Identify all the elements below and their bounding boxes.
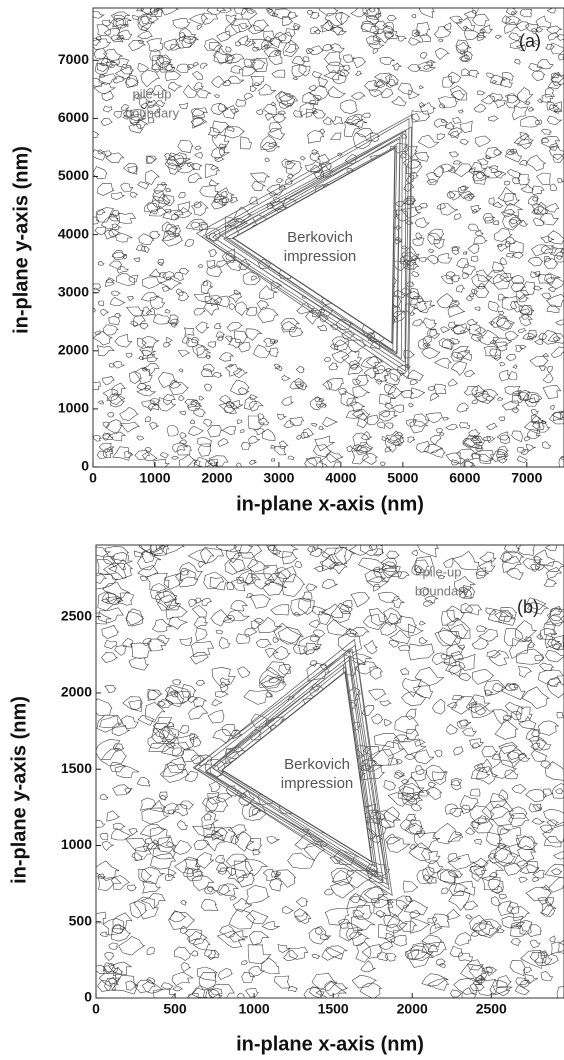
x-tick-label: 6000 — [449, 470, 480, 486]
y-tick-label: 5000 — [58, 167, 89, 183]
impression-label: impression — [281, 775, 354, 792]
x-axis-label: in-plane x-axis (nm) — [236, 493, 424, 515]
pile-up-label: pile-up — [132, 86, 171, 101]
impression-label: impression — [284, 248, 357, 265]
panel-label: (a) — [519, 31, 541, 51]
x-tick-label: 0 — [89, 470, 97, 486]
x-tick-label: 2000 — [201, 470, 232, 486]
pile-up-label: pile-up — [422, 564, 461, 579]
impression-label: Berkovich — [287, 229, 353, 246]
y-axis-label: in-plane y-axis (nm) — [8, 696, 30, 884]
y-tick-label: 2500 — [61, 607, 92, 623]
impression-label: Berkovich — [284, 756, 350, 773]
x-tick-label: 2000 — [397, 1001, 428, 1017]
y-tick-label: 7000 — [58, 51, 89, 67]
x-tick-label: 0 — [92, 1001, 100, 1017]
x-tick-label: 1000 — [139, 470, 170, 486]
x-axis-label: in-plane x-axis (nm) — [236, 1033, 424, 1055]
x-tick-label: 3000 — [263, 470, 294, 486]
figure: 0100020003000400050006000700001000200030… — [0, 0, 564, 1060]
x-tick-label: 7000 — [511, 470, 542, 486]
y-tick-label: 2000 — [58, 342, 89, 358]
y-tick-label: 0 — [84, 989, 92, 1005]
y-tick-label: 1500 — [61, 760, 92, 776]
x-tick-label: 5000 — [387, 470, 418, 486]
y-tick-label: 500 — [69, 912, 93, 928]
y-tick-label: 6000 — [58, 109, 89, 125]
pile-up-label: boundary — [125, 105, 180, 120]
y-axis-label: in-plane y-axis (nm) — [10, 146, 32, 334]
x-tick-label: 2500 — [476, 1001, 507, 1017]
panel-label: (b) — [517, 597, 539, 617]
y-tick-label: 0 — [81, 458, 89, 474]
x-tick-label: 1000 — [239, 1001, 270, 1017]
y-tick-label: 1000 — [58, 400, 89, 416]
x-tick-label: 4000 — [325, 470, 356, 486]
x-tick-label: 500 — [163, 1001, 187, 1017]
pile-up-label: boundary — [415, 583, 470, 598]
y-tick-label: 2000 — [61, 684, 92, 700]
y-tick-label: 4000 — [58, 225, 89, 241]
y-tick-label: 3000 — [58, 283, 89, 299]
y-tick-label: 1000 — [61, 836, 92, 852]
x-tick-label: 1500 — [318, 1001, 349, 1017]
